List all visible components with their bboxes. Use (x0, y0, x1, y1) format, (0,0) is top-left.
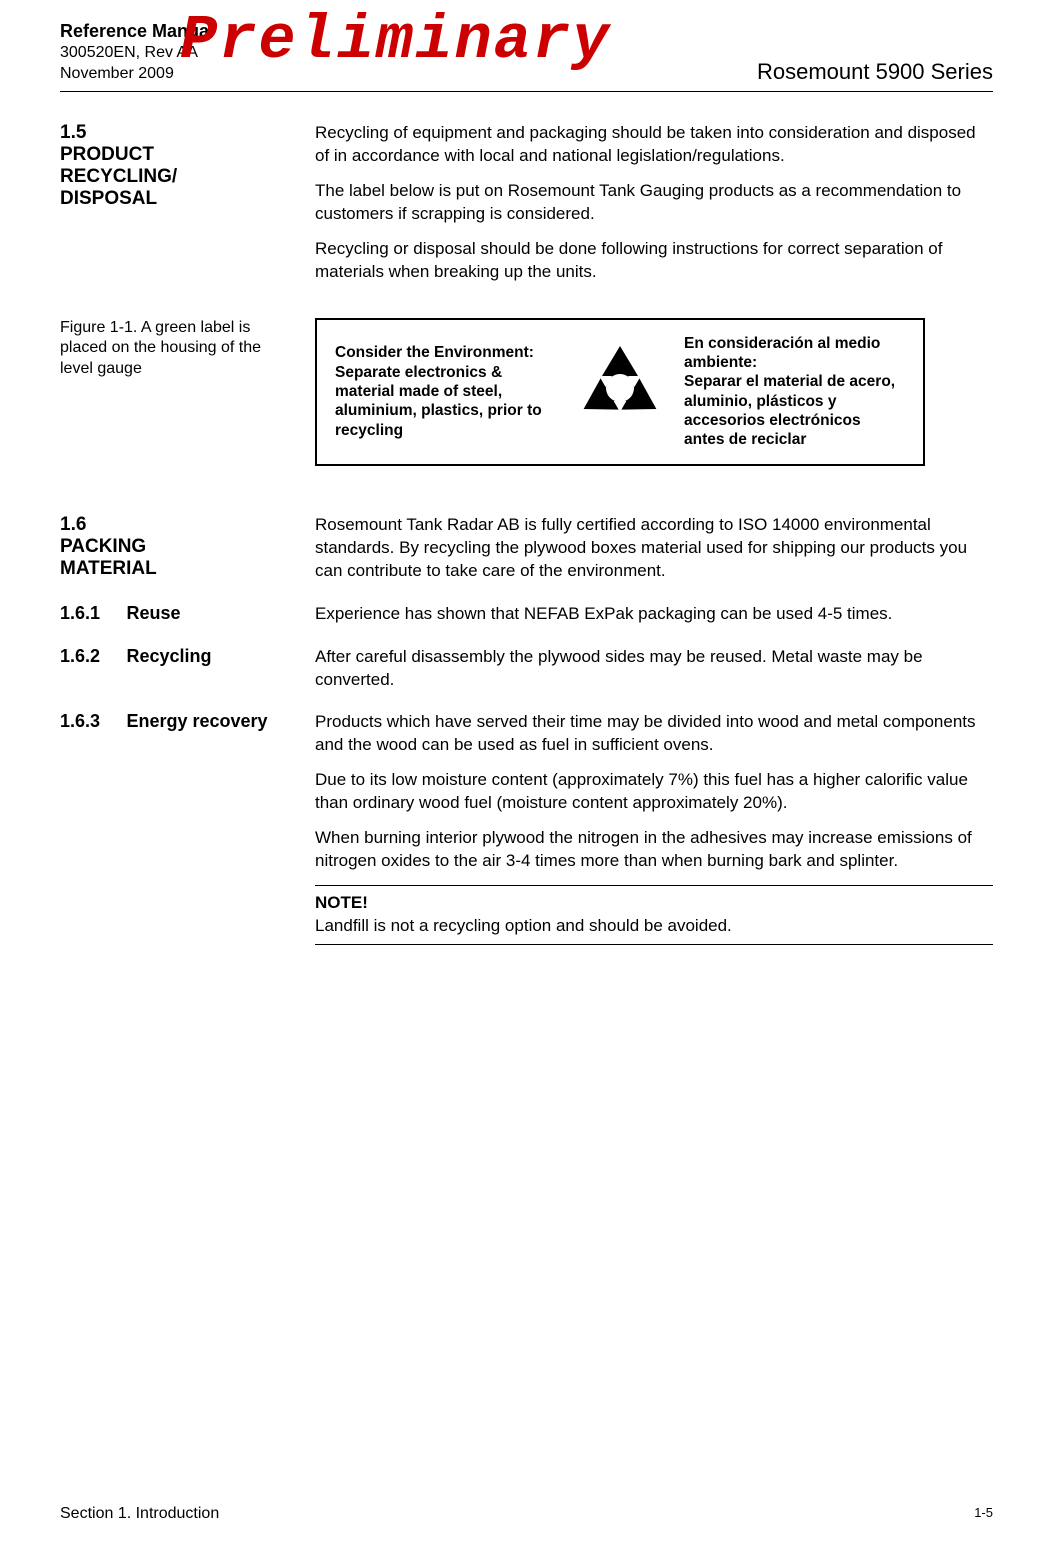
note-label: NOTE! (315, 893, 368, 912)
body-paragraph: Due to its low moisture content (approxi… (315, 769, 993, 815)
recycling-label-box: Consider the Environment: Separate elect… (315, 318, 925, 466)
figure-content: Consider the Environment: Separate elect… (315, 318, 993, 466)
subsection-number: 1.6.2 (60, 646, 122, 667)
label-english-title: Consider the Environment: (335, 344, 534, 361)
subsection-number: 1.6.3 (60, 711, 122, 732)
section-1-5-heading: 1.5 PRODUCT RECYCLING/ DISPOSAL (60, 122, 315, 210)
section-1-6-3: 1.6.3 Energy recovery Products which hav… (60, 711, 993, 945)
body-paragraph: The label below is put on Rosemount Tank… (315, 180, 993, 226)
figure-caption: Figure 1-1. A green label is placed on t… (60, 318, 315, 380)
body-paragraph: Experience has shown that NEFAB ExPak pa… (315, 603, 993, 626)
note-block: NOTE! Landfill is not a recycling option… (315, 885, 993, 945)
footer-page-number: 1-5 (974, 1505, 993, 1523)
figure-1-1: Figure 1-1. A green label is placed on t… (60, 318, 993, 466)
section-1-6-1: 1.6.1 Reuse Experience has shown that NE… (60, 603, 993, 638)
series-title: Rosemount 5900 Series (757, 59, 993, 85)
label-spanish-title: En consideración al medio ambiente: (684, 335, 880, 371)
body-paragraph: Recycling of equipment and packaging sho… (315, 122, 993, 168)
section-1-5-body: Recycling of equipment and packaging sho… (315, 122, 993, 296)
section-1-6-2-heading: 1.6.2 Recycling (60, 646, 315, 667)
section-title: PACKING MATERIAL (60, 536, 240, 580)
section-1-6-1-heading: 1.6.1 Reuse (60, 603, 315, 624)
body-paragraph: Products which have served their time ma… (315, 711, 993, 757)
section-1-6-heading: 1.6 PACKING MATERIAL (60, 514, 315, 580)
body-paragraph: Recycling or disposal should be done fol… (315, 238, 993, 284)
watermark-text: Preliminary (180, 5, 611, 76)
section-1-6-2-body: After careful disassembly the plywood si… (315, 646, 993, 704)
section-1-5: 1.5 PRODUCT RECYCLING/ DISPOSAL Recyclin… (60, 122, 993, 296)
section-1-6-body: Rosemount Tank Radar AB is fully certifi… (315, 514, 993, 595)
recycle-icon (570, 338, 670, 445)
section-number: 1.6 (60, 514, 112, 536)
footer-section-name: Section 1. Introduction (60, 1505, 219, 1523)
label-text-spanish: En consideración al medio ambiente: Sepa… (684, 334, 905, 450)
page-container: Preliminary Reference Manual 300520EN, R… (0, 0, 1053, 1563)
body-paragraph: When burning interior plywood the nitrog… (315, 827, 993, 873)
label-spanish-body: Separar el material de acero, aluminio, … (684, 373, 895, 448)
section-1-6: 1.6 PACKING MATERIAL Rosemount Tank Rada… (60, 514, 993, 595)
section-1-6-2: 1.6.2 Recycling After careful disassembl… (60, 646, 993, 704)
page-footer: Section 1. Introduction 1-5 (60, 1505, 993, 1523)
section-1-6-3-heading: 1.6.3 Energy recovery (60, 711, 315, 732)
body-paragraph: Rosemount Tank Radar AB is fully certifi… (315, 514, 993, 583)
section-number: 1.5 (60, 122, 112, 144)
subsection-number: 1.6.1 (60, 603, 122, 624)
subsection-title: Energy recovery (126, 711, 267, 732)
label-text-english: Consider the Environment: Separate elect… (335, 343, 556, 440)
subsection-title: Reuse (126, 603, 180, 624)
section-1-6-3-body: Products which have served their time ma… (315, 711, 993, 945)
section-1-6-1-body: Experience has shown that NEFAB ExPak pa… (315, 603, 993, 638)
label-english-body: Separate electronics & material made of … (335, 364, 542, 439)
note-text: Landfill is not a recycling option and s… (315, 916, 732, 935)
body-paragraph: After careful disassembly the plywood si… (315, 646, 993, 692)
section-title: PRODUCT RECYCLING/ DISPOSAL (60, 144, 240, 210)
subsection-title: Recycling (126, 646, 211, 667)
